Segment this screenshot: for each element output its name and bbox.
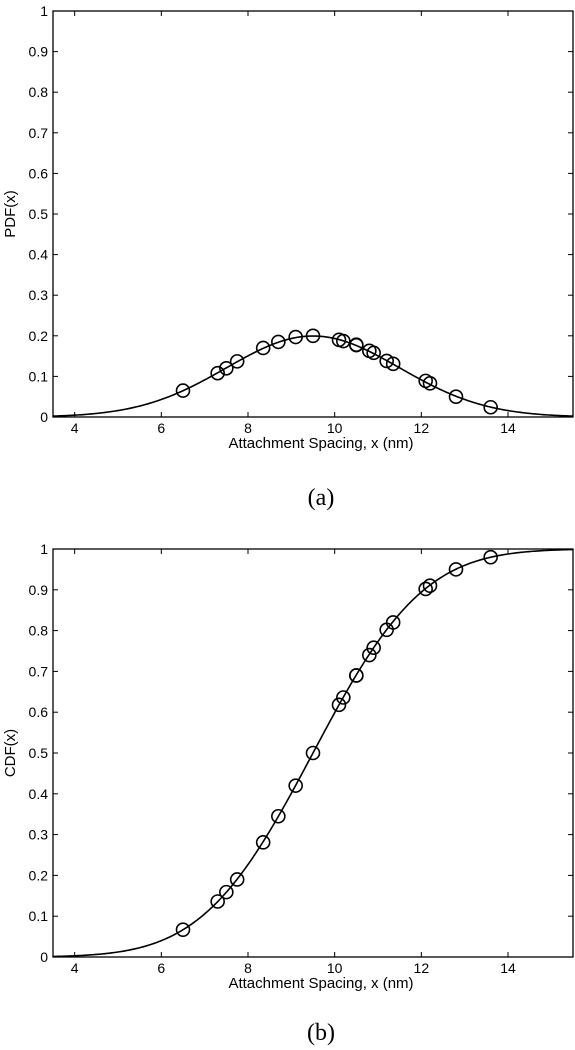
data-point-marker [271,808,286,824]
data-point-marker [385,615,401,630]
data-point-marker [336,690,351,705]
x-tick-label: 8 [244,960,252,976]
y-tick-label: 0.7 [29,663,49,679]
y-tick-label: 0.8 [29,623,49,639]
x-tick-label: 4 [71,420,79,436]
y-tick-label: 0.5 [29,206,49,222]
data-point-marker [362,647,377,663]
data-point-marker [210,365,225,381]
data-point-marker [483,549,498,565]
x-tick-label: 14 [500,960,516,976]
y-axis-label: CDF(x) [2,729,19,777]
data-point-marker [349,337,364,353]
data-point-marker [331,697,347,713]
data-point-marker [229,354,245,369]
y-tick-label: 0.9 [29,582,49,598]
y-tick-label: 0.3 [29,827,49,843]
panel-caption: (b) [307,1020,335,1046]
panel-caption: (a) [308,485,335,511]
y-tick-label: 1 [40,3,48,19]
data-point-marker [422,578,438,594]
pdf-curve [52,335,574,417]
pdf-chart-panel: 4 6 8 10 12 14 0 0.1 0.2 0.3 0.4 0.5 0.6 0.7 0.8 0.9 1 At… [2,3,574,511]
x-tick-label: 6 [157,960,165,976]
x-tick-label: 8 [244,420,252,436]
y-tick-label: 1 [40,541,48,557]
x-tick-label: 6 [157,420,165,436]
x-tick-label: 4 [71,960,79,976]
y-tick-label: 0.8 [29,84,49,100]
x-axis-label: Attachment Spacing, x (nm) [228,975,413,992]
data-point-marker [288,778,303,793]
y-tick-label: 0.2 [29,328,49,344]
data-point-marker [255,340,271,356]
data-point-marker [210,894,225,909]
y-tick-label: 0.7 [29,125,49,141]
y-tick-label: 0.1 [29,368,49,384]
data-point-marker [271,334,286,350]
y-tick-label: 0.6 [29,165,49,181]
data-point-marker [349,668,364,683]
x-tick-label: 10 [327,960,343,976]
data-point-marker [422,376,438,391]
cdf-chart-panel: 4 6 8 10 12 14 0 0.1 0.2 0.3 0.4 0.5 0.6 0.7 0.8 0.9 1 At… [2,541,574,1046]
data-point-marker [418,581,433,597]
data-point-marker [336,333,351,349]
y-tick-label: 0.6 [29,704,49,720]
data-point-marker [219,360,234,376]
data-point-marker [175,383,191,398]
y-tick-label: 0.9 [29,44,49,60]
x-axis-label: Attachment Spacing, x (nm) [228,435,413,452]
data-point-marker [255,835,271,850]
y-tick-label: 0.4 [29,786,49,802]
data-point-marker [366,640,381,656]
data-point-marker [305,745,321,761]
y-tick-label: 0 [40,409,48,425]
data-point-marker [229,872,245,887]
y-tick-label: 0.5 [29,745,49,761]
y-tick-label: 0.1 [29,908,49,924]
cdf-curve [52,548,574,958]
x-tick-label: 14 [500,420,516,436]
plot-frame [52,10,574,418]
data-point-marker [448,389,464,405]
y-tick-label: 0.3 [29,287,49,303]
data-point-marker [366,345,381,361]
data-point-marker [175,922,191,937]
x-tick-label: 10 [327,420,343,436]
x-tick-label: 12 [414,420,430,436]
data-point-marker [379,353,394,369]
y-tick-label: 0.4 [29,247,49,263]
data-point-marker [483,399,498,415]
data-point-marker [288,329,303,345]
y-tick-label: 0.2 [29,867,49,883]
data-point-marker [448,562,464,577]
data-point-marker [219,884,234,900]
data-point-marker [305,328,321,344]
data-point-marker [385,356,401,372]
y-tick-label: 0 [40,949,48,965]
y-axis-label: PDF(x) [2,190,19,238]
x-tick-label: 12 [414,960,430,976]
